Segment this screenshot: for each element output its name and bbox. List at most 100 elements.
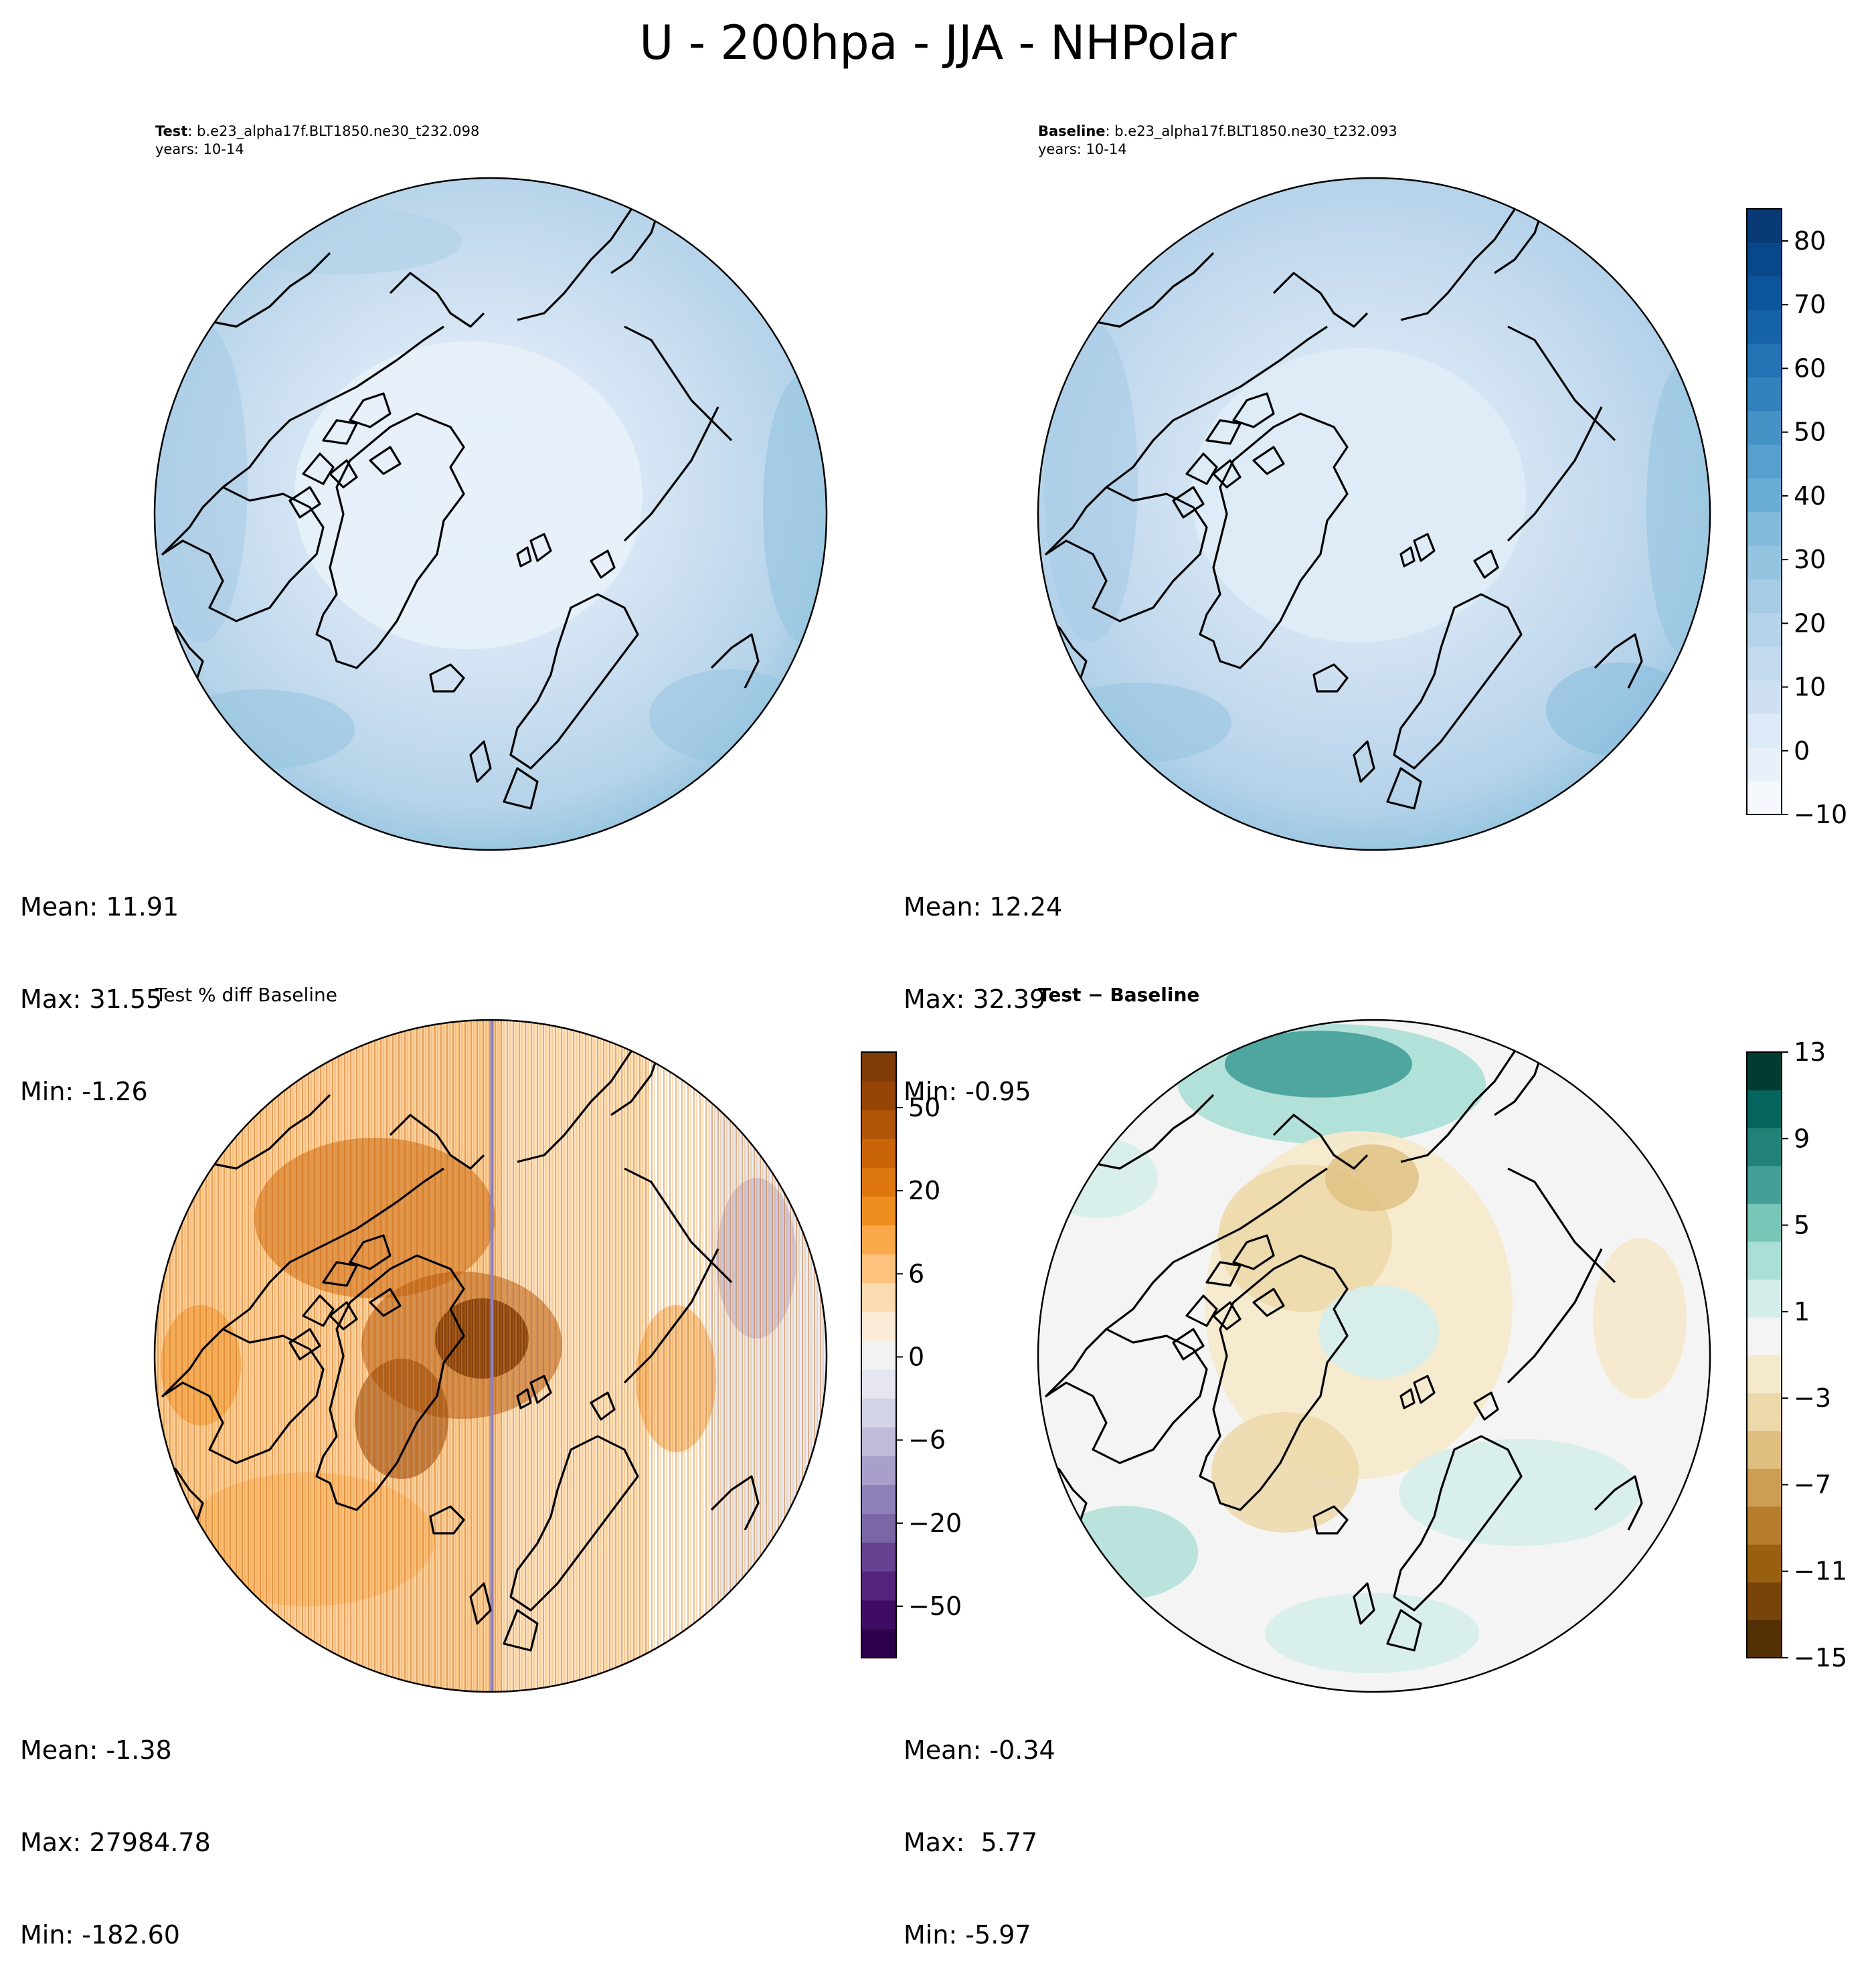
colorbar-frame <box>1746 1051 1782 1658</box>
baseline-panel-header: Baseline: b.e23_alpha17f.BLT1850.ne30_t2… <box>1038 122 1397 159</box>
colorbar-tick-label: 5 <box>1794 1211 1810 1240</box>
colorbar-swatch <box>1747 1393 1782 1432</box>
colorbar-swatch <box>861 1167 896 1197</box>
colorbar-swatch <box>1747 511 1782 546</box>
test-case-name: : b.e23_alpha17f.BLT1850.ne30_t232.098 <box>187 123 480 139</box>
colorbar-tick-label: 1 <box>1794 1297 1810 1326</box>
diff-stats: Mean: -0.34 Max: 5.77 Min: -5.97 <box>904 1673 1055 1981</box>
baseline-mean: Mean: 12.24 <box>904 892 1063 922</box>
diff-map-boundary <box>1037 1019 1711 1693</box>
figure-title: U - 200hpa - JJA - NHPolar <box>639 15 1237 70</box>
colorbar-tick-label: 6 <box>908 1259 924 1288</box>
colorbar-swatch <box>861 1628 896 1658</box>
baseline-min: Min: -0.95 <box>904 1077 1031 1106</box>
colorbar-swatch <box>1747 612 1782 647</box>
colorbar-tick-label: −20 <box>908 1509 962 1538</box>
pctdiff-map <box>153 1019 828 1693</box>
colorbar-swatch <box>861 1052 896 1082</box>
colorbar-tick-label: 80 <box>1794 226 1826 256</box>
colorbar-tick-label: 50 <box>1794 418 1826 447</box>
colorbar-swatch <box>1747 209 1782 243</box>
colorbar-tick-label: 60 <box>1794 353 1826 383</box>
colorbar-swatch <box>861 1398 896 1428</box>
colorbar-frame <box>861 1051 897 1658</box>
colorbar-tick-label: 50 <box>908 1093 940 1122</box>
colorbar-swatch <box>1747 478 1782 513</box>
colorbar-absolute: 80 70 60 50 40 30 20 10 0 −10 <box>1746 208 1847 829</box>
test-map-boundary <box>153 177 828 851</box>
colorbar-tick-label: 20 <box>908 1176 940 1205</box>
colorbar-swatch <box>861 1282 896 1312</box>
pctdiff-max: Max: 27984.78 <box>20 1828 211 1857</box>
colorbar-tick-label: −11 <box>1794 1557 1847 1586</box>
colorbar-tick-label: 9 <box>1794 1124 1810 1153</box>
colorbar-swatch <box>1747 1203 1782 1242</box>
colorbar-swatch <box>861 1484 896 1515</box>
test-panel-header: Test: b.e23_alpha17f.BLT1850.ne30_t232.0… <box>155 122 479 159</box>
colorbar-swatch <box>861 1456 896 1486</box>
colorbar-swatch <box>861 1369 896 1399</box>
test-mean: Mean: 11.91 <box>20 892 179 922</box>
colorbar-swatch <box>1747 1052 1782 1091</box>
colorbar-swatch <box>861 1225 896 1255</box>
colorbar-swatch <box>1747 1128 1782 1167</box>
colorbar-swatch <box>1747 545 1782 580</box>
colorbar-swatch <box>861 1571 896 1601</box>
diff-mean: Mean: -0.34 <box>904 1735 1055 1765</box>
baseline-case-name: : b.e23_alpha17f.BLT1850.ne30_t232.093 <box>1105 123 1397 139</box>
colorbar-swatch <box>861 1196 896 1226</box>
baseline-max: Max: 32.39 <box>904 984 1046 1014</box>
test-label-bold: Test <box>155 123 188 139</box>
colorbar-swatch <box>1747 444 1782 479</box>
colorbar-swatch <box>861 1427 896 1456</box>
test-max: Max: 31.55 <box>20 984 163 1014</box>
diff-map <box>1037 1019 1711 1693</box>
colorbar-tick-label: −6 <box>908 1426 946 1455</box>
colorbar-tick-label: 70 <box>1794 290 1826 319</box>
colorbar-swatch <box>1747 343 1782 377</box>
colorbar-swatch <box>1747 1620 1782 1658</box>
colorbar-swatch <box>861 1513 896 1543</box>
colorbar-swatch <box>1747 377 1782 412</box>
colorbar-tick-label: 20 <box>1794 608 1826 638</box>
colorbar-swatch <box>1747 1279 1782 1318</box>
colorbar-swatch <box>1747 1090 1782 1128</box>
colorbar-tick-label: −10 <box>1794 800 1847 829</box>
colorbar-swatch <box>1747 713 1782 748</box>
colorbar-swatch <box>1747 579 1782 613</box>
test-years: years: 10-14 <box>155 141 244 157</box>
test-min: Min: -1.26 <box>20 1077 148 1106</box>
diff-min: Min: -5.97 <box>904 1920 1031 1950</box>
pctdiff-panel-header: Test % diff Baseline <box>155 984 338 1006</box>
colorbar-tick-label: 0 <box>1794 736 1810 766</box>
colorbar-tick-label: 40 <box>1794 481 1826 511</box>
colorbar-tick-label: 0 <box>908 1343 924 1372</box>
colorbar-tick-label: 13 <box>1794 1037 1826 1067</box>
baseline-label-bold: Baseline <box>1038 123 1106 139</box>
pctdiff-map-boundary <box>153 1019 828 1693</box>
baseline-stats: Mean: 12.24 Max: 32.39 Min: -0.95 <box>904 830 1062 1138</box>
colorbar-tick-label: 10 <box>1794 673 1826 702</box>
colorbar-tick-label: −3 <box>1794 1383 1831 1413</box>
test-stats: Mean: 11.91 Max: 31.55 Min: -1.26 <box>20 830 179 1138</box>
pctdiff-min: Min: -182.60 <box>20 1920 180 1950</box>
colorbar-swatch <box>861 1081 896 1110</box>
colorbar-swatch <box>1747 679 1782 714</box>
colorbar-swatch <box>861 1600 896 1630</box>
colorbar-swatch <box>1747 242 1782 277</box>
baseline-years: years: 10-14 <box>1038 141 1127 157</box>
colorbar-frame <box>1746 208 1782 815</box>
colorbar-swatch <box>861 1311 896 1341</box>
colorbar-difference: 13 9 5 1 −3 −7 −11 −15 <box>1746 1037 1847 1672</box>
colorbar-swatch <box>1747 780 1782 815</box>
colorbar-swatch <box>1747 1355 1782 1393</box>
colorbar-swatch <box>1747 1544 1782 1583</box>
colorbar-swatch <box>1747 1430 1782 1469</box>
colorbar-swatch <box>1747 410 1782 445</box>
colorbar-swatch <box>1747 276 1782 311</box>
diff-panel-header: Test − Baseline <box>1038 984 1200 1006</box>
baseline-map-boundary <box>1037 177 1711 851</box>
colorbar-swatch <box>1747 1581 1782 1621</box>
colorbar-swatch <box>1747 1241 1782 1280</box>
